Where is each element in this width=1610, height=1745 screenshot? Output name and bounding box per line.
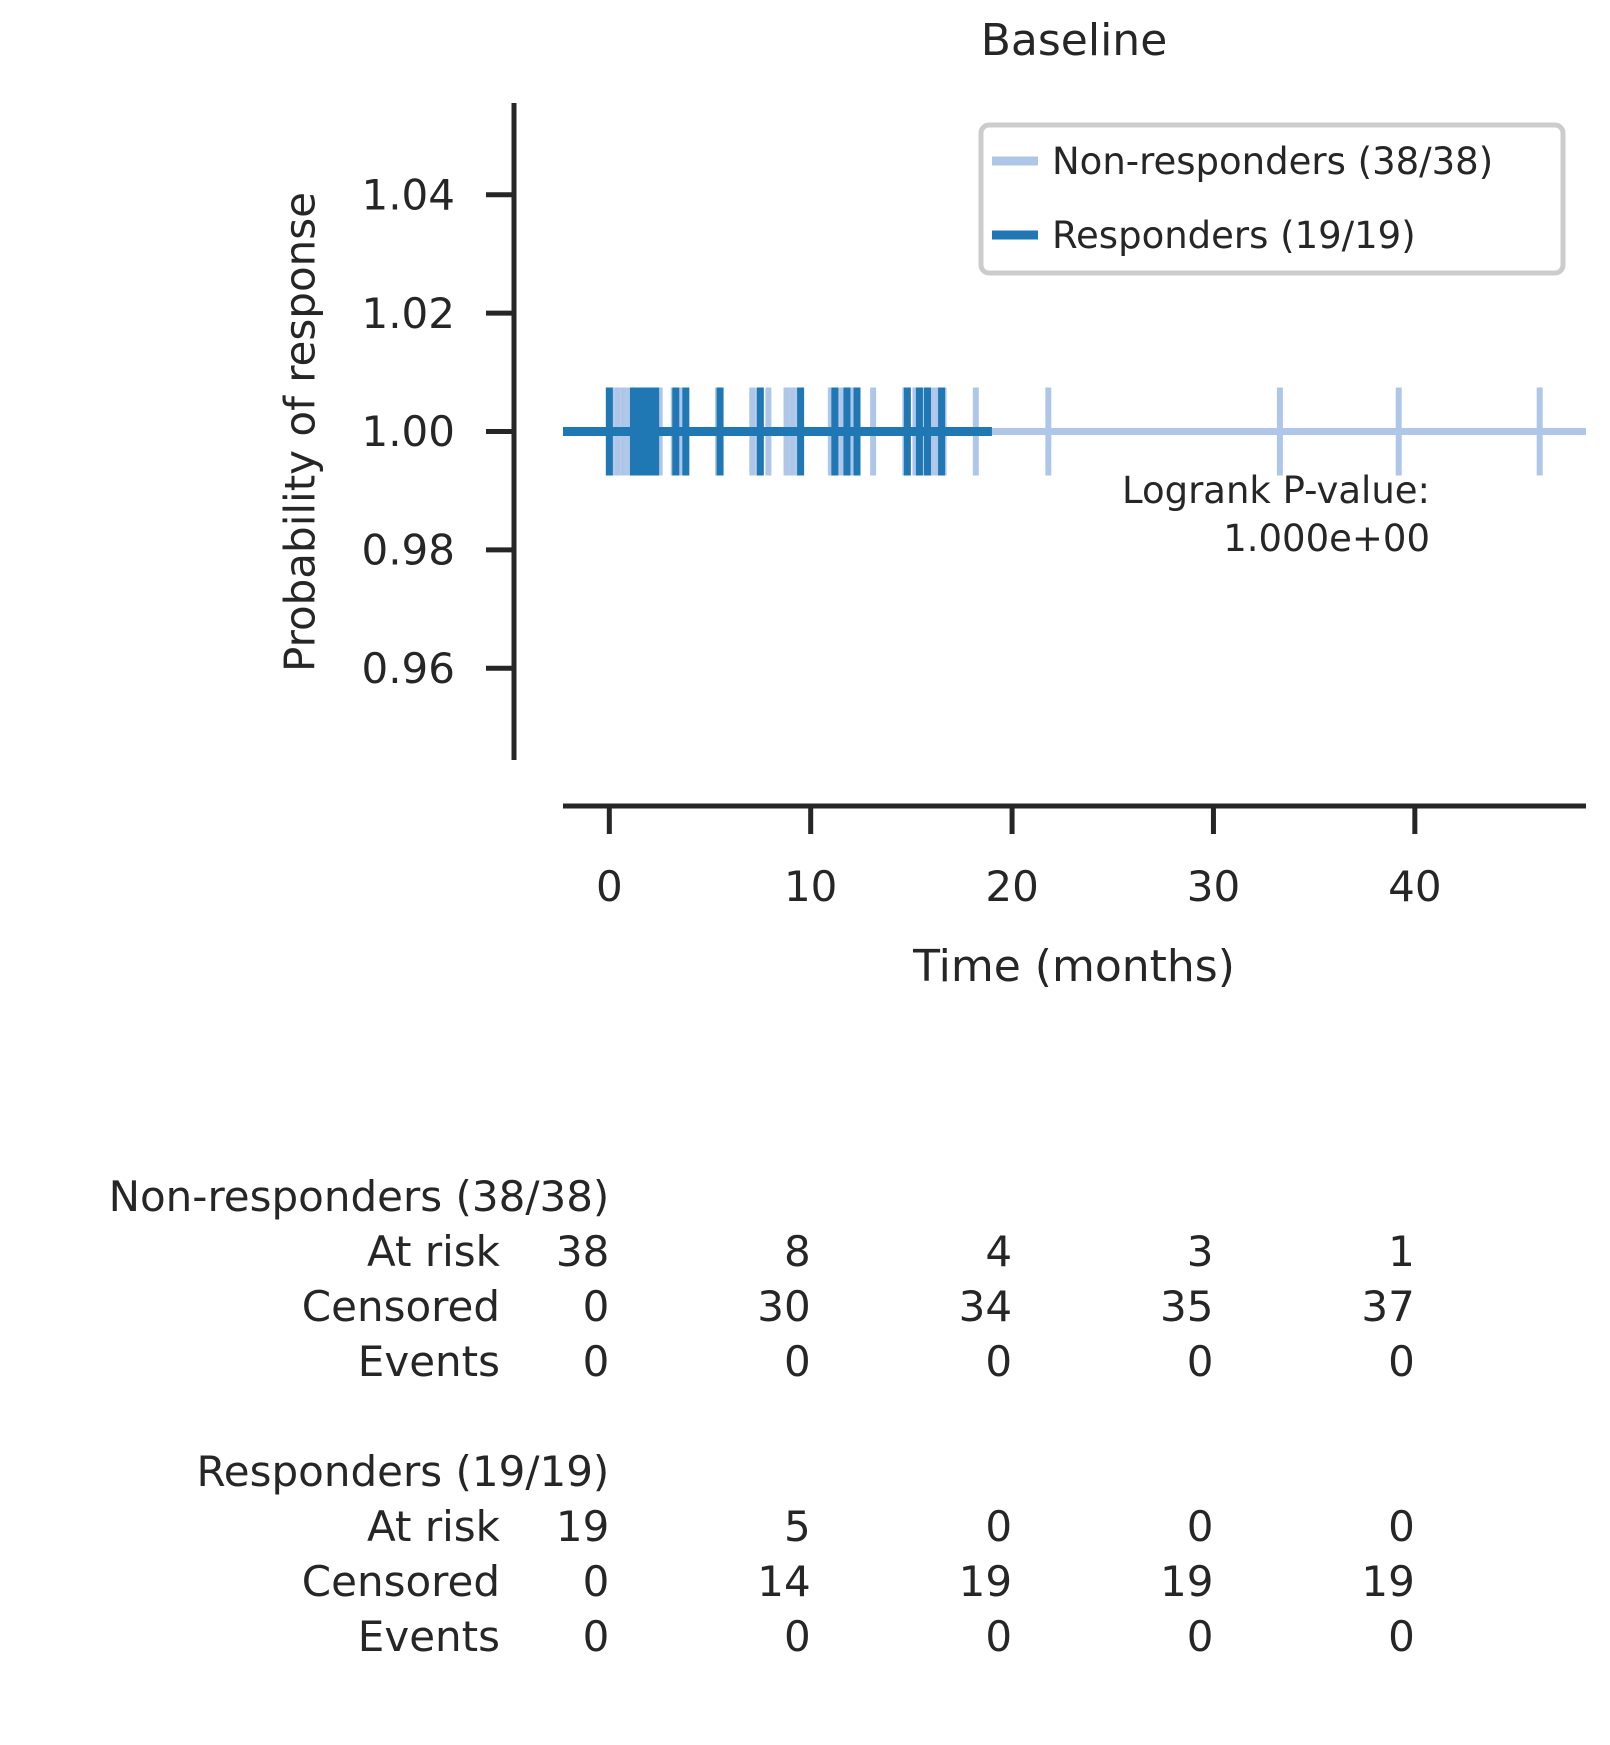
risk-cell: 0 <box>985 1502 1012 1551</box>
risk-cell: 34 <box>959 1282 1012 1331</box>
risk-group-label: Responders (19/19) <box>197 1447 610 1496</box>
risk-cell: 0 <box>1388 1502 1415 1551</box>
series-responders <box>563 387 992 476</box>
risk-cell: 0 <box>583 1282 610 1331</box>
logrank-annotation: Logrank P-value: 1.000e+00 <box>1122 469 1430 560</box>
risk-cell: 0 <box>1187 1612 1214 1661</box>
risk-cell: 0 <box>1187 1502 1214 1551</box>
risk-cell: 30 <box>757 1282 810 1331</box>
risk-cell: 0 <box>583 1337 610 1386</box>
legend-frame <box>978 122 1566 276</box>
risk-cell: 4 <box>985 1227 1012 1276</box>
y-tick-label: 0.98 <box>361 526 455 575</box>
risk-cell: 19 <box>556 1502 609 1551</box>
risk-row-label: Events <box>358 1612 500 1661</box>
x-axis: 0 10 20 30 40 Time (months) <box>563 803 1586 992</box>
risk-cell: 0 <box>985 1337 1012 1386</box>
risk-cell: 0 <box>1388 1337 1415 1386</box>
risk-cell: 0 <box>583 1612 610 1661</box>
risk-cell: 19 <box>959 1557 1012 1606</box>
x-tick-label: 30 <box>1187 862 1240 911</box>
legend-label-non-responders: Non-responders (38/38) <box>1052 140 1493 183</box>
risk-cell: 5 <box>784 1502 811 1551</box>
legend-label-responders: Responders (19/19) <box>1052 214 1416 257</box>
legend: Non-responders (38/38) Responders (19/19… <box>978 122 1566 276</box>
risk-cell: 0 <box>1187 1337 1214 1386</box>
y-tick-label: 1.04 <box>361 170 455 219</box>
risk-row-label: Censored <box>302 1282 500 1331</box>
x-tick-label: 20 <box>985 862 1038 911</box>
risk-row-label: Events <box>358 1337 500 1386</box>
risk-cell: 0 <box>583 1557 610 1606</box>
risk-row-label: Censored <box>302 1557 500 1606</box>
x-axis-label: Time (months) <box>912 941 1235 992</box>
x-tick-label: 40 <box>1388 862 1441 911</box>
risk-cell: 0 <box>784 1612 811 1661</box>
x-tick-group: 0 10 20 30 40 <box>596 806 1442 911</box>
y-tick-label: 0.96 <box>361 644 455 693</box>
x-tick-label: 0 <box>596 862 623 911</box>
risk-cell: 38 <box>556 1227 609 1276</box>
risk-cell: 0 <box>784 1337 811 1386</box>
x-tick-label: 10 <box>784 862 837 911</box>
at-risk-table: Non-responders (38/38) At risk 38 8 4 3 1 Censo… <box>109 1172 1415 1661</box>
risk-cell: 1 <box>1388 1227 1415 1276</box>
risk-group-label: Non-responders (38/38) <box>109 1172 610 1221</box>
risk-cell: 19 <box>1361 1557 1414 1606</box>
y-axis: 0.96 0.98 1.00 1.02 1.04 Probability of resp… <box>276 103 517 760</box>
risk-cell: 37 <box>1361 1282 1414 1331</box>
chart-title: Baseline <box>981 15 1168 66</box>
risk-row-label: At risk <box>367 1502 501 1551</box>
y-tick-label: 1.02 <box>361 289 455 338</box>
risk-cell: 14 <box>757 1557 810 1606</box>
risk-cell: 35 <box>1160 1282 1213 1331</box>
plot-area <box>563 387 1586 476</box>
risk-cell: 19 <box>1160 1557 1213 1606</box>
logrank-label: Logrank P-value: <box>1122 469 1430 512</box>
risk-cell: 0 <box>985 1612 1012 1661</box>
risk-cell: 8 <box>784 1227 811 1276</box>
risk-cell: 3 <box>1187 1227 1214 1276</box>
y-tick-label: 1.00 <box>361 407 455 456</box>
logrank-value: 1.000e+00 <box>1223 517 1430 560</box>
y-axis-label: Probability of response <box>276 192 325 672</box>
risk-cell: 0 <box>1388 1612 1415 1661</box>
risk-row-label: At risk <box>367 1227 501 1276</box>
y-tick-group: 0.96 0.98 1.00 1.02 1.04 <box>361 170 514 693</box>
